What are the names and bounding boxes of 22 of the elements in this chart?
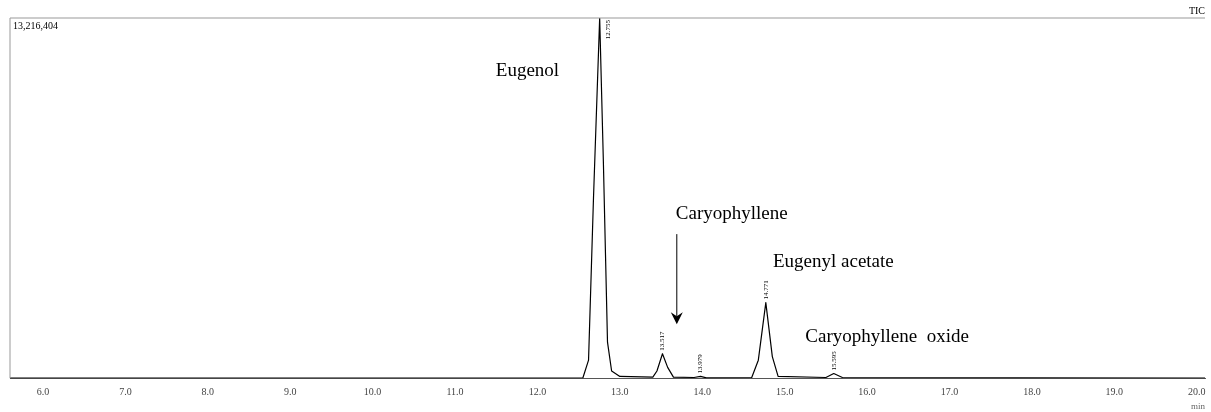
text: TIC xyxy=(1188,4,1206,16)
x-tick-label: 18.0 xyxy=(1023,385,1041,397)
x-tick-label: 8.0 xyxy=(201,385,215,397)
x-tick-label: 20.0 xyxy=(1188,385,1206,397)
x-tick-label: 11.0 xyxy=(446,385,464,397)
x-tick-label: 15.0 xyxy=(775,385,794,397)
x-tick-label: 13.0 xyxy=(611,385,629,397)
x-tick-label: 16.0 xyxy=(858,385,876,397)
x-tick-label: 6.0 xyxy=(36,385,50,397)
x-tick-label: 10.0 xyxy=(363,385,382,397)
x-tick-label: 9.0 xyxy=(283,385,297,397)
x-tick-label: 12.0 xyxy=(528,385,547,397)
annotation: Eugenol xyxy=(495,58,560,80)
annotation: Caryophyllene oxide xyxy=(805,325,969,347)
annotation: Caryophyllene xyxy=(675,202,788,224)
annotation: Eugenyl acetate xyxy=(772,249,894,271)
x-tick-label: 7.0 xyxy=(119,385,132,397)
x-axis-title: min xyxy=(1190,400,1206,411)
x-tick-label: 14.0 xyxy=(693,385,712,397)
x-tick-label: 17.0 xyxy=(940,385,959,397)
annotation: 13,216,404 xyxy=(13,19,58,31)
x-tick-label: 19.0 xyxy=(1105,385,1124,397)
